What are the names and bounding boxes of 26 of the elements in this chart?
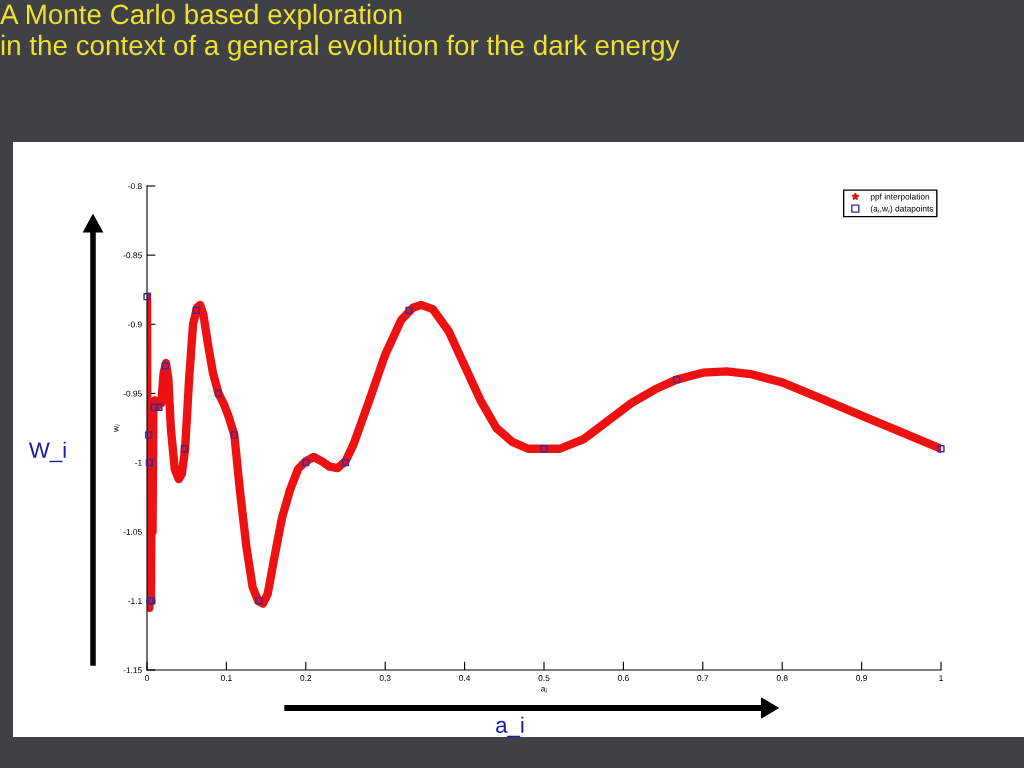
legend-label: ppf interpolation	[870, 193, 930, 202]
x-tick-label: 0.4	[459, 675, 471, 681]
y-tick-label: -0.85	[123, 252, 142, 259]
text: W_i	[28, 441, 66, 463]
x-axis-title: a$_{i}$	[541, 686, 548, 693]
chart-title: A Monte Carlo based exploration in the context of a general evolution for the dark energy	[0, 3, 680, 61]
x-tick-label: 0	[145, 675, 149, 681]
y-tick-label: -1.05	[123, 528, 142, 535]
y-tick-label: -0.8	[128, 183, 142, 190]
text: a_i	[496, 716, 524, 738]
y-tick-label: -1	[135, 459, 142, 466]
x-tick-label: 0.2	[300, 675, 312, 681]
x-tick-label: 1	[939, 675, 943, 681]
y-axis-title: w$_{i}$	[114, 424, 120, 433]
x-tick-label: 0.1	[220, 675, 232, 681]
x-tick-label: 0.9	[856, 675, 867, 681]
x-tick-label: 0.6	[617, 675, 629, 681]
y-tick-label: -1.1	[128, 598, 142, 604]
x-tick-label: 0.8	[776, 675, 788, 681]
x-tick-label: 0.3	[379, 675, 391, 681]
x-tick-label: 0.7	[697, 675, 709, 681]
y-tick-label: -0.95	[123, 390, 142, 397]
legend-label: (a$_{i}$,w$_{i}$) datapoints	[870, 205, 934, 214]
x-tick-label: 0.5	[538, 675, 550, 681]
y-tick-label: -1.15	[123, 667, 142, 674]
y-tick-label: -0.9	[128, 321, 142, 328]
